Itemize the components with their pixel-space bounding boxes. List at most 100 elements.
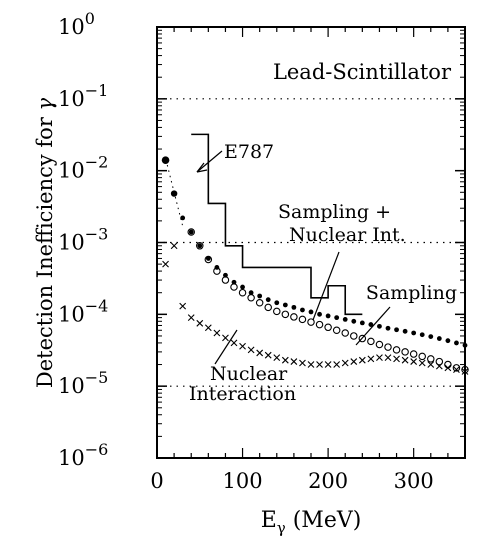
point-nuclear-interaction [204,324,212,332]
point-sampling [188,229,194,235]
point-sampling-nuclear [427,355,435,363]
axes-layer [156,26,466,459]
point-nuclear-interaction [333,361,341,368]
point-nuclear-interaction [324,361,332,368]
point-sampling [351,318,357,324]
point-nuclear-interaction [453,366,460,374]
annotation-sampling-nuclear-2: Nuclear Int. [289,224,406,246]
point-sampling-nuclear [315,320,324,329]
point-nuclear-interaction [213,329,221,337]
point-sampling [274,300,280,306]
point-nuclear-interaction [358,356,366,364]
point-sampling-nuclear [204,255,213,264]
point-nuclear-interaction [307,361,315,368]
annotation-nuclear-2: Interaction [189,383,296,405]
point-nuclear-interaction [341,359,349,367]
x-tick-label: 0 [150,469,163,493]
y-tick-label: 10−6 [58,440,108,470]
point-sampling-nuclear [444,360,452,369]
point-sampling-nuclear [392,346,401,354]
point-nuclear-interaction [273,354,281,361]
x-tick-label: 300 [394,469,434,493]
point-sampling [161,156,170,164]
point-sampling-nuclear [196,242,204,250]
point-nuclear-interaction [162,260,169,268]
point-sampling [282,302,288,308]
point-sampling-nuclear [375,340,384,349]
point-sampling [265,297,271,303]
point-sampling-nuclear [273,307,281,316]
point-sampling [291,304,297,310]
point-sampling-nuclear [298,315,307,324]
point-sampling-nuclear [418,352,426,361]
point-sampling [180,215,186,221]
point-sampling-nuclear [367,337,375,346]
sampling-nuclear-pointer [312,251,340,321]
point-nuclear-interaction [401,356,409,364]
point-sampling [436,336,442,341]
y-tick-label: 10−3 [58,225,108,255]
point-nuclear-interaction [393,355,400,363]
annotation-nuclear-1: Nuclear [210,363,288,385]
point-sampling [325,313,331,319]
point-nuclear-interaction [418,359,426,367]
point-nuclear-interaction [376,354,383,361]
point-sampling [454,340,459,346]
point-sampling-nuclear [230,283,238,291]
y-tick-label: 10−5 [58,368,108,398]
point-nuclear-interaction [230,339,238,347]
point-nuclear-interaction [410,358,418,365]
point-sampling-nuclear [307,318,315,326]
annotation-sampling: Sampling [366,282,457,304]
point-sampling [377,323,382,329]
point-nuclear-interaction [281,356,289,364]
point-nuclear-interaction [316,361,323,368]
e787-arrowhead [196,162,208,173]
point-sampling [334,315,340,321]
point-nuclear-interaction [196,319,204,327]
point-sampling [197,243,203,249]
y-tick-label: 10−2 [58,153,108,183]
nuclear-pointer [214,329,238,365]
point-sampling [394,327,399,333]
y-tick-label: 10−1 [58,81,108,111]
point-nuclear-interaction [170,242,178,250]
point-sampling-nuclear [264,303,272,312]
point-sampling-nuclear [213,267,221,275]
series-e787-step [191,133,363,316]
point-nuclear-interaction [435,362,443,370]
point-sampling-nuclear [281,310,290,319]
point-nuclear-interaction [299,359,306,367]
point-sampling-nuclear [238,288,247,297]
point-sampling [445,338,451,344]
point-sampling [419,332,425,338]
point-sampling [205,256,211,261]
point-nuclear-interaction [444,364,452,372]
point-nuclear-interaction [350,358,358,365]
point-sampling-nuclear [221,276,230,284]
point-sampling [257,293,263,299]
y-axis-label: Detection Inefficiency for γ [33,97,57,388]
point-sampling-nuclear [187,228,195,236]
point-sampling [317,311,322,317]
point-sampling [368,322,374,327]
point-sampling-nuclear [324,323,332,332]
point-nuclear-interaction [247,346,255,354]
point-nuclear-interaction [384,354,392,361]
x-tick-label: 100 [223,469,263,493]
point-sampling-nuclear [358,334,367,343]
y-tick-label: 10−4 [58,296,108,326]
point-sampling [411,330,417,336]
point-sampling-nuclear [461,365,469,374]
point-sampling [240,284,245,290]
point-sampling [300,307,305,313]
annotation-sampling-nuclear-1: Sampling + [278,201,391,223]
point-sampling [359,320,365,326]
point-sampling [428,334,434,339]
point-sampling [231,279,237,285]
point-sampling-nuclear [332,326,341,335]
point-nuclear-interaction [239,342,246,350]
point-sampling [342,317,348,322]
point-nuclear-interaction [367,355,375,363]
